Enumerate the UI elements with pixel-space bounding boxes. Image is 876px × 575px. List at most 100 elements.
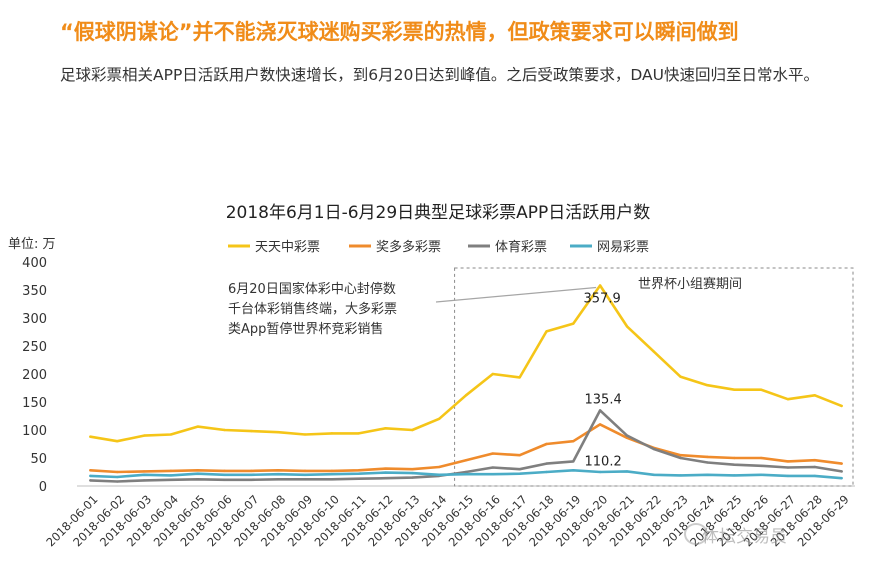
data-point: [572, 469, 575, 472]
data-point: [357, 432, 360, 435]
data-point: [491, 372, 495, 376]
data-point: [250, 429, 253, 433]
unit-label: 单位: 万: [8, 237, 56, 252]
data-point: [545, 462, 548, 465]
data-point: [786, 474, 790, 478]
data-point: [759, 456, 763, 460]
data-point: [384, 467, 387, 470]
data-point: [813, 465, 816, 469]
data-point: [142, 434, 146, 437]
data-point: [679, 454, 682, 457]
data-point: [223, 469, 226, 473]
data-point: [625, 325, 629, 328]
data-point: [196, 469, 199, 472]
annotation-text: 6月20日国家体彩中心封停数: [228, 281, 396, 297]
data-point: [652, 350, 655, 353]
data-point: [116, 440, 119, 443]
world-cup-period-label: 世界杯小组赛期间: [638, 276, 742, 292]
y-tick-label: 300: [22, 312, 47, 327]
data-point: [89, 479, 92, 482]
data-label: 135.4: [585, 392, 622, 407]
data-point: [437, 417, 441, 420]
data-point: [250, 473, 253, 476]
data-point: [598, 423, 602, 426]
y-tick-label: 350: [22, 284, 47, 299]
annotation-leader-line: [435, 286, 597, 303]
data-point: [545, 330, 548, 333]
data-label: 357.9: [584, 292, 621, 307]
data-point: [679, 456, 682, 460]
world-cup-period-box: [454, 267, 854, 487]
data-point: [277, 469, 280, 472]
data-point: [464, 470, 468, 474]
data-point: [250, 478, 253, 482]
y-tick-label: 400: [22, 256, 47, 271]
data-point: [759, 473, 763, 476]
data-point: [196, 478, 199, 481]
data-point: [813, 459, 816, 462]
y-tick-label: 250: [22, 340, 47, 355]
data-point: [116, 470, 119, 474]
data-point: [437, 473, 441, 476]
data-point: [786, 398, 790, 401]
data-point: [196, 425, 199, 428]
annotation-text: 千台体彩销售终端，大多彩票: [228, 301, 397, 317]
data-point: [598, 284, 602, 287]
data-point: [598, 470, 602, 474]
data-point: [357, 477, 360, 480]
data-point: [706, 384, 709, 387]
data-point: [303, 433, 307, 436]
data-point: [759, 464, 763, 468]
data-point: [545, 442, 548, 446]
data-point: [652, 473, 655, 476]
legend-label: 奖多多彩票: [376, 239, 441, 255]
data-point: [357, 469, 360, 472]
y-tick-label: 150: [22, 396, 47, 411]
data-point: [142, 473, 146, 476]
data-point: [786, 460, 790, 463]
data-point: [223, 478, 226, 482]
data-point: [491, 473, 495, 476]
data-point: [518, 376, 521, 379]
y-tick-label: 200: [22, 368, 47, 383]
data-point: [759, 388, 763, 391]
data-point: [625, 470, 629, 473]
data-point: [652, 447, 655, 451]
data-point: [733, 456, 736, 460]
data-point: [411, 428, 414, 432]
data-point: [437, 465, 441, 469]
data-point: [330, 469, 334, 473]
data-point: [840, 476, 843, 480]
data-point: [491, 466, 495, 469]
data-point: [518, 454, 521, 457]
data-point: [598, 409, 602, 412]
data-point: [464, 459, 468, 462]
data-point: [706, 455, 709, 459]
legend-label: 网易彩票: [597, 240, 649, 255]
data-point: [411, 471, 414, 475]
series-line-1: [89, 284, 843, 443]
watermark: 体坛交易员: [702, 527, 787, 547]
data-point: [330, 478, 334, 481]
headline: “假球阴谋论”并不能浇灭球迷购买彩票的热情，但政策要求可以瞬间做到: [60, 20, 739, 44]
data-point: [679, 375, 682, 378]
data-point: [813, 394, 816, 397]
data-point: [116, 480, 119, 483]
data-point: [223, 473, 226, 476]
data-point: [733, 463, 736, 466]
data-point: [142, 470, 146, 473]
data-point: [840, 404, 843, 408]
data-point: [572, 440, 575, 443]
y-tick-label: 50: [30, 452, 47, 467]
data-point: [706, 461, 709, 464]
data-point: [840, 470, 843, 473]
data-point: [572, 322, 575, 325]
data-point: [384, 427, 387, 430]
data-point: [384, 471, 387, 474]
data-point: [679, 474, 682, 477]
data-point: [411, 476, 414, 479]
data-point: [384, 476, 387, 480]
data-point: [277, 473, 280, 476]
data-point: [303, 478, 307, 481]
